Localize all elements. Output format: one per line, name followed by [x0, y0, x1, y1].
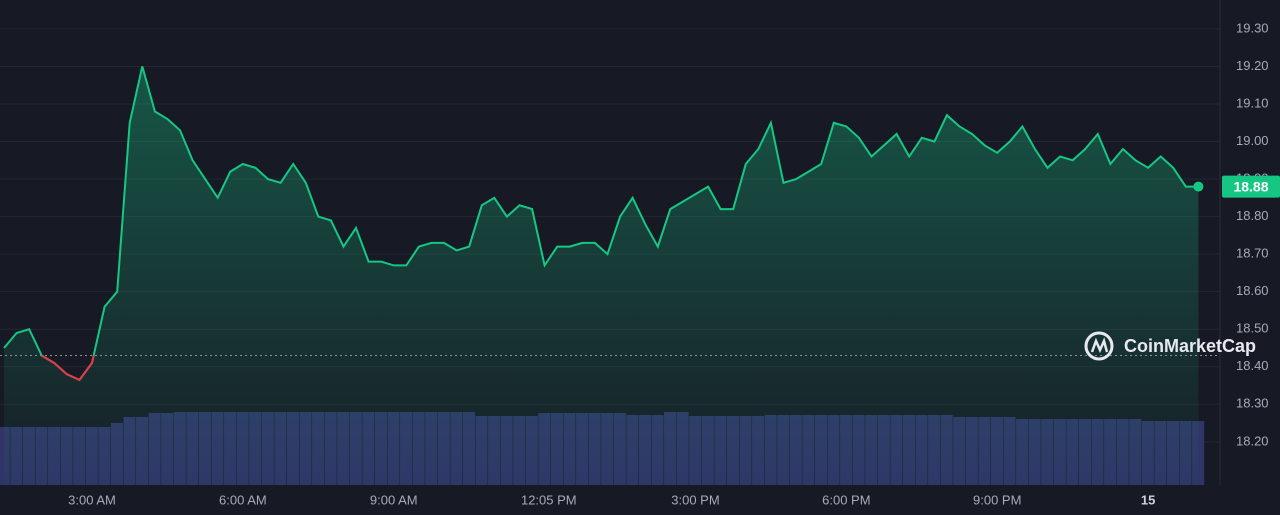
price-tag — [1222, 175, 1280, 198]
logo-mark — [1090, 337, 1109, 354]
y-tick-label: 19.10 — [1236, 95, 1269, 110]
logo — [1084, 331, 1114, 361]
y-tick-label: 19.30 — [1236, 20, 1269, 35]
price-tag-label: 18.88 — [1233, 178, 1268, 194]
brand: CoinMarketCap — [1124, 336, 1256, 356]
x-tick-label: 9:00 PM — [973, 492, 1021, 507]
price-line — [3, 66, 1199, 382]
y-tick-label: 19.00 — [1236, 133, 1269, 148]
x-tick-label: 6:00 AM — [219, 492, 267, 507]
area — [4, 66, 1199, 486]
x-tick-label: 15 — [1141, 492, 1155, 507]
y-tick-label: 18.40 — [1236, 358, 1269, 373]
last-point — [1193, 181, 1204, 192]
x-tick-label: 9:00 AM — [370, 492, 418, 507]
watermark: CoinMarketCap — [1084, 331, 1256, 361]
y-tick-label: 19.20 — [1236, 58, 1269, 73]
x-tick-label: 6:00 PM — [822, 492, 870, 507]
y-tick-label: 18.60 — [1236, 283, 1269, 298]
x-tick-label: 3:00 AM — [68, 492, 116, 507]
y-tick-label: 18.30 — [1236, 396, 1269, 411]
x-tick-label: 12:05 PM — [521, 492, 577, 507]
y-tick-label: 18.20 — [1236, 433, 1269, 448]
y-tick-label: 18.50 — [1236, 321, 1269, 336]
y-tick-label: 18.80 — [1236, 208, 1269, 223]
y-tick-label: 18.70 — [1236, 246, 1269, 261]
x-tick-label: 3:00 PM — [671, 492, 719, 507]
